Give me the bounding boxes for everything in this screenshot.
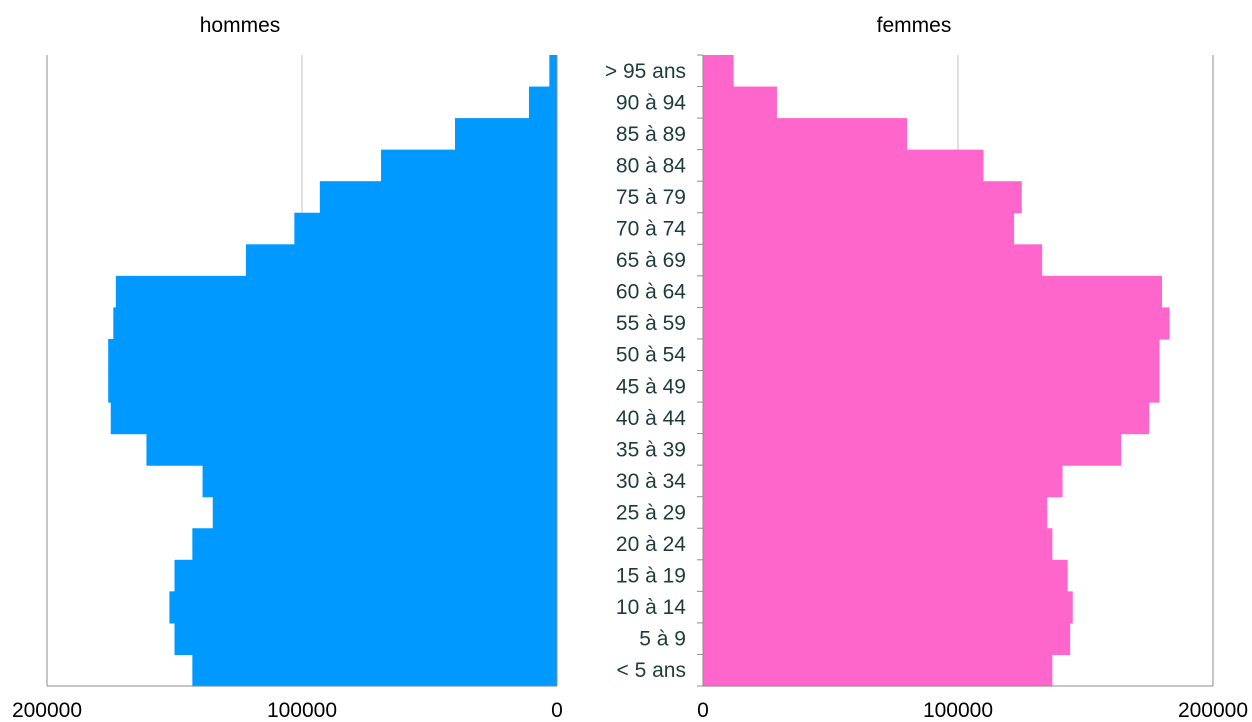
bar-femmes-10 [703, 338, 1160, 372]
bar-hommes-2 [169, 591, 557, 624]
bar-hommes-6 [202, 465, 558, 498]
age-group-label: 35 à 39 [616, 438, 686, 461]
femmes-axes [697, 54, 1214, 687]
age-group-label: 20 à 24 [616, 533, 686, 556]
hommes-bars [108, 55, 558, 687]
hommes-axes [46, 55, 558, 687]
x-tick-label: 0 [551, 699, 563, 722]
bar-femmes-6 [703, 465, 1063, 498]
bar-hommes-0 [192, 654, 557, 687]
bar-femmes-15 [703, 181, 1022, 214]
age-group-label: 15 à 19 [616, 565, 686, 588]
age-group-label: 25 à 29 [616, 501, 686, 524]
bar-femmes-13 [703, 244, 1043, 277]
hommes-tick-labels: 200000 100000 0 [12, 699, 563, 722]
age-group-label: 10 à 14 [616, 596, 686, 619]
bar-hommes-9 [108, 370, 557, 403]
bar-femmes-9 [703, 370, 1160, 403]
bar-femmes-1 [703, 622, 1071, 656]
femmes-panel-title: femmes [877, 14, 952, 37]
hommes-panel-title: hommes [200, 14, 281, 37]
age-group-labels: < 5 ans 5 à 9 10 à 14 15 à 19 20 à 24 25 à 29… [605, 60, 686, 682]
bar-hommes-18 [528, 86, 557, 119]
hommes-panel: hommes 200000 100000 0 [12, 14, 563, 722]
bar-femmes-5 [703, 496, 1048, 529]
bar-femmes-8 [703, 402, 1150, 435]
femmes-bars [703, 55, 1170, 687]
x-tick-label: 200000 [1178, 699, 1248, 722]
bar-femmes-4 [703, 528, 1053, 561]
bar-femmes-7 [703, 433, 1122, 466]
age-group-label: > 95 ans [605, 60, 686, 83]
x-tick-label: 100000 [923, 699, 993, 722]
age-group-label: 85 à 89 [616, 123, 686, 146]
bar-femmes-11 [703, 307, 1170, 340]
bar-hommes-14 [294, 212, 557, 245]
x-tick-label: 200000 [12, 699, 82, 722]
age-group-label: 30 à 34 [616, 470, 686, 493]
age-group-label: 65 à 69 [616, 249, 686, 272]
age-group-label: 90 à 94 [616, 91, 686, 114]
bar-femmes-12 [703, 275, 1162, 308]
bar-hommes-10 [108, 338, 557, 372]
bar-femmes-19 [703, 55, 734, 88]
bar-hommes-12 [115, 275, 557, 308]
bar-hommes-19 [549, 55, 557, 88]
bar-hommes-8 [110, 402, 557, 435]
x-tick-label: 100000 [267, 699, 337, 722]
bar-hommes-3 [174, 559, 557, 592]
age-group-label: 70 à 74 [616, 218, 686, 241]
bar-hommes-15 [319, 181, 557, 214]
bar-femmes-18 [703, 86, 777, 119]
bar-hommes-1 [174, 622, 557, 656]
bar-femmes-2 [703, 591, 1073, 624]
age-group-label: 80 à 84 [616, 154, 686, 177]
bar-hommes-17 [455, 118, 557, 151]
femmes-panel: femmes 0 100000 200000 [697, 14, 1248, 722]
age-group-label: 60 à 64 [616, 281, 686, 304]
bar-femmes-3 [703, 559, 1068, 592]
bar-hommes-16 [381, 149, 557, 182]
bar-hommes-13 [245, 244, 557, 277]
age-group-label: 45 à 49 [616, 375, 686, 398]
bar-femmes-17 [703, 118, 907, 151]
age-group-label: 50 à 54 [616, 344, 686, 367]
age-group-label: 40 à 44 [616, 407, 686, 430]
age-group-label: 5 à 9 [639, 628, 686, 651]
bar-hommes-4 [192, 528, 557, 561]
femmes-tick-labels: 0 100000 200000 [697, 699, 1248, 722]
bar-femmes-14 [703, 212, 1015, 245]
age-group-label: 75 à 79 [616, 186, 686, 209]
bar-femmes-16 [703, 149, 984, 182]
bar-hommes-11 [113, 307, 558, 340]
bar-hommes-7 [146, 433, 557, 466]
bar-hommes-5 [212, 496, 557, 529]
age-group-label: < 5 ans [617, 659, 686, 682]
bar-femmes-0 [703, 654, 1053, 687]
age-group-label: 55 à 59 [616, 312, 686, 335]
x-tick-label: 0 [697, 699, 709, 722]
